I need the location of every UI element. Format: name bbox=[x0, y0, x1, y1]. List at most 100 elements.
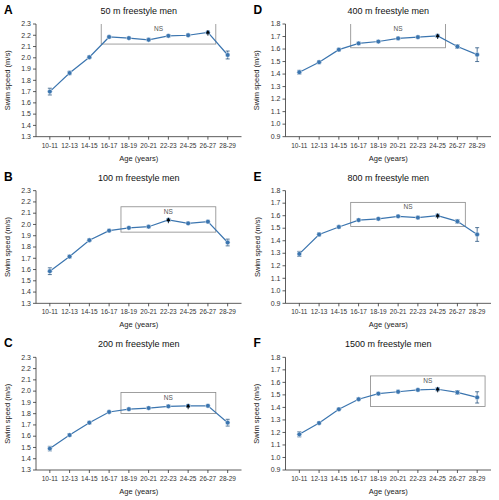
x-tick bbox=[477, 470, 478, 473]
x-tick-label: 16-17 bbox=[101, 308, 118, 315]
y-tick-label: 1.6 bbox=[271, 212, 281, 219]
point bbox=[376, 39, 381, 44]
error-bar-cap bbox=[475, 241, 479, 242]
y-tick bbox=[33, 424, 36, 425]
annotation-texts: DNS bbox=[254, 3, 404, 32]
x-tick-label: 12-13 bbox=[311, 308, 328, 315]
error-bar bbox=[455, 45, 459, 49]
line bbox=[50, 32, 228, 91]
error-bar bbox=[475, 228, 479, 242]
y-tick bbox=[283, 240, 286, 241]
y-tick bbox=[33, 368, 36, 369]
error-bar-cap bbox=[48, 274, 52, 275]
x-tick bbox=[338, 303, 339, 306]
x-tick-label: 18-19 bbox=[121, 308, 138, 315]
x-axis-label: Age (years) bbox=[119, 320, 158, 329]
point bbox=[146, 224, 151, 229]
panel: 1.31.41.51.61.71.81.92.02.12.22.310-1112… bbox=[3, 336, 242, 496]
x-tick bbox=[109, 303, 110, 306]
ns-label: NS bbox=[403, 203, 413, 210]
y-tick-label: 1.8 bbox=[21, 243, 31, 250]
point bbox=[166, 33, 171, 38]
point bbox=[166, 404, 171, 409]
y-tick bbox=[33, 391, 36, 392]
y-tick bbox=[283, 36, 286, 37]
x-tick bbox=[457, 303, 458, 306]
y-tick-label: 1.7 bbox=[21, 421, 31, 428]
point bbox=[297, 70, 302, 75]
title: 50 m freestyle men bbox=[100, 6, 177, 16]
panel-label: A bbox=[4, 3, 13, 17]
y-tick-label: 1.5 bbox=[21, 444, 31, 451]
arrow-head bbox=[436, 213, 440, 217]
x-tick-label: 22-23 bbox=[160, 142, 177, 149]
x-axis-line bbox=[286, 303, 492, 304]
x-tick-label: 22-23 bbox=[410, 142, 427, 149]
y-tick-label: 1.8 bbox=[21, 77, 31, 84]
point bbox=[67, 433, 72, 438]
x-tick-label: 12-13 bbox=[61, 475, 78, 482]
x-tick-label: 24-25 bbox=[180, 308, 197, 315]
y-tick bbox=[33, 303, 36, 304]
point bbox=[376, 391, 381, 396]
x-tick-label: 14-15 bbox=[331, 308, 348, 315]
x-tick bbox=[398, 303, 399, 306]
x-tick bbox=[227, 137, 228, 140]
x-tick bbox=[148, 137, 149, 140]
title: 100 m freestyle men bbox=[98, 173, 180, 183]
point bbox=[206, 219, 211, 224]
y-tick bbox=[33, 235, 36, 236]
y-tick-label: 2.3 bbox=[21, 354, 31, 361]
error-bar bbox=[455, 391, 459, 395]
error-bar-cap bbox=[475, 403, 479, 404]
y-tick-label: 1.0 bbox=[271, 454, 281, 461]
arrow-head bbox=[206, 30, 210, 34]
x-tick bbox=[89, 137, 90, 140]
y-tick-label: 1.6 bbox=[271, 379, 281, 386]
y-tick-label: 1.3 bbox=[21, 300, 31, 307]
y-tick-label: 1.0 bbox=[271, 287, 281, 294]
y-tick bbox=[283, 24, 286, 25]
y-tick-label: 0.9 bbox=[271, 133, 281, 140]
point bbox=[435, 33, 440, 38]
point bbox=[317, 60, 322, 65]
x-tick-label: 18-19 bbox=[121, 475, 138, 482]
y-tick bbox=[283, 215, 286, 216]
x-tick-label: 10-11 bbox=[42, 142, 59, 149]
y-tick bbox=[283, 419, 286, 420]
error-bar-cap bbox=[475, 47, 479, 48]
y-tick-label: 1.3 bbox=[21, 466, 31, 473]
x-tick bbox=[358, 303, 359, 306]
panel-label: C bbox=[4, 336, 13, 350]
x-tick-label: 26-27 bbox=[200, 475, 217, 482]
y-tick-label: 1.3 bbox=[271, 83, 281, 90]
point bbox=[67, 254, 72, 259]
y-tick bbox=[33, 102, 36, 103]
panel: 0.91.01.11.21.31.41.51.61.71.810-1112-13… bbox=[253, 170, 492, 330]
x-tick bbox=[188, 303, 189, 306]
point bbox=[206, 403, 211, 408]
y-tick-label: 1.0 bbox=[271, 120, 281, 127]
line bbox=[299, 36, 477, 72]
x-tick-label: 16-17 bbox=[101, 142, 118, 149]
title: 1500 m freestyle men bbox=[345, 339, 432, 349]
y-axis-line bbox=[285, 191, 286, 304]
error-bar bbox=[68, 71, 72, 74]
x-tick-label: 28-29 bbox=[219, 475, 236, 482]
x-axis-label: Age (years) bbox=[369, 154, 408, 163]
point bbox=[475, 232, 480, 237]
x-tick-label: 12-13 bbox=[311, 142, 328, 149]
point bbox=[225, 53, 230, 58]
x-tick-label: 10-11 bbox=[42, 475, 59, 482]
error-bar-cap bbox=[226, 426, 230, 427]
y-tick bbox=[283, 394, 286, 395]
x-tick-label: 14-15 bbox=[331, 142, 348, 149]
point bbox=[356, 218, 361, 223]
x-axis-label: Age (years) bbox=[369, 487, 408, 496]
y-tick bbox=[33, 357, 36, 358]
y-tick bbox=[33, 269, 36, 270]
y-tick bbox=[33, 201, 36, 202]
arrow bbox=[436, 33, 440, 39]
x-tick bbox=[338, 470, 339, 473]
panel: 1.31.41.51.61.71.81.92.02.12.22.310-1112… bbox=[3, 3, 242, 163]
